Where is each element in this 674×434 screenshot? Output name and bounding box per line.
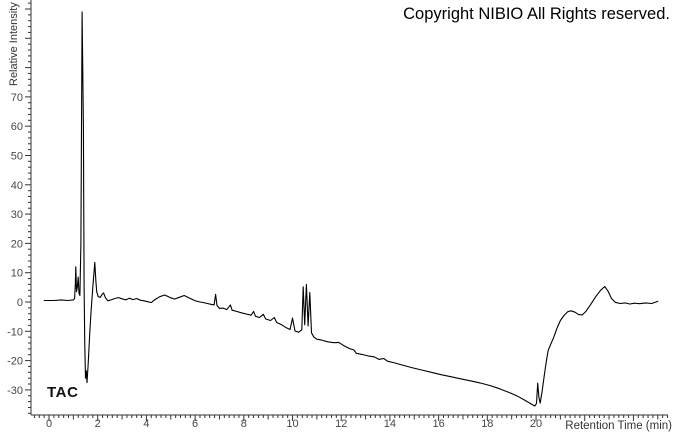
x-tick-label: 6 [192, 418, 198, 430]
x-tick-label: 2 [95, 418, 101, 430]
x-tick-label: 8 [241, 418, 247, 430]
y-tick-label: 10 [11, 268, 23, 280]
y-tick-label: -10 [7, 326, 23, 338]
sample-label: TAC [47, 384, 79, 401]
y-tick-label: 0 [17, 297, 23, 309]
x-tick-label: 20 [530, 418, 542, 430]
x-tick-label: 12 [335, 418, 347, 430]
x-tick-label: 4 [143, 418, 149, 430]
x-tick-label: 10 [286, 418, 298, 430]
y-tick-label: 70 [11, 92, 23, 104]
x-tick-label: 0 [46, 418, 52, 430]
y-tick-label: 50 [11, 150, 23, 162]
y-axis-tick-labels: 70 60 50 40 30 20 10 0 -10 -20 -30 [7, 92, 23, 397]
y-axis-title: Relative Intensity [8, 2, 20, 86]
y-tick-label: 40 [11, 180, 23, 192]
x-tick-label: 16 [432, 418, 444, 430]
y-tick-label: 60 [11, 121, 23, 133]
y-axis-ticks [25, 2, 31, 414]
copyright-text: Copyright NIBIO All Rights reserved. [403, 5, 670, 23]
y-tick-label: 20 [11, 238, 23, 250]
y-tick-label: -30 [7, 385, 23, 397]
chromatogram-trace [43, 11, 659, 407]
y-tick-label: -20 [7, 356, 23, 368]
x-axis-tick-labels: 0 2 4 6 8 10 12 14 16 18 20 [46, 418, 542, 430]
x-tick-label: 18 [481, 418, 493, 430]
x-tick-label: 14 [384, 418, 396, 430]
x-axis-title: Retention Time (min) [565, 420, 672, 432]
y-tick-label: 30 [11, 209, 23, 221]
